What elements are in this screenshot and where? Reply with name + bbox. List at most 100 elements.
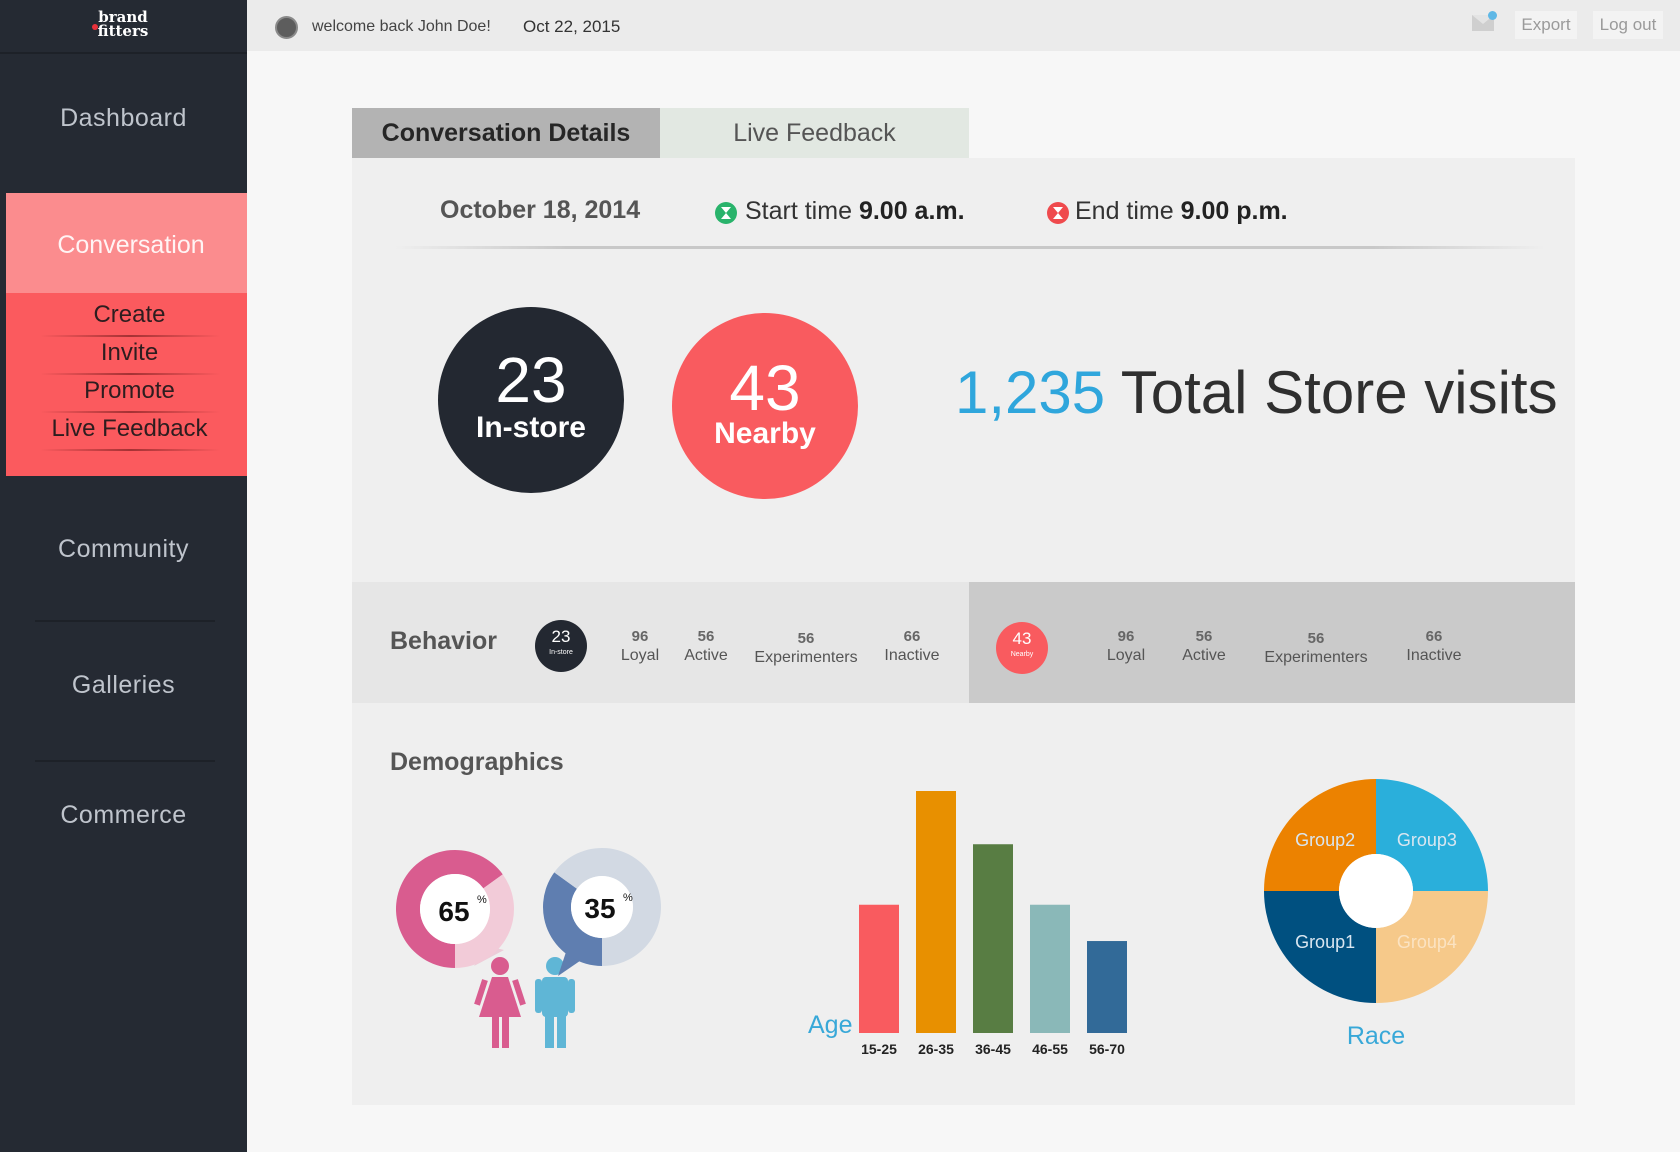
- submenu-divider: [40, 449, 220, 451]
- male-icon: [535, 957, 575, 1048]
- logo-dot-icon: [92, 24, 98, 30]
- stat-label: Inactive: [884, 647, 940, 664]
- panel-divider: [395, 246, 1545, 249]
- age-axis-label: Age: [808, 1011, 852, 1039]
- logo-line2: fitters: [97, 22, 149, 40]
- sidebar-item-community[interactable]: Community: [58, 535, 189, 563]
- submenu-divider: [40, 373, 220, 375]
- stat-value: 66: [903, 628, 921, 645]
- behavior-stat: 96 Loyal: [1096, 628, 1156, 665]
- export-button[interactable]: Export: [1515, 11, 1577, 39]
- behavior-nearby-label: Nearby: [1010, 651, 1034, 658]
- sidebar-divider: [0, 52, 247, 54]
- stat-label: Inactive: [1406, 647, 1462, 664]
- tab-conversation-details[interactable]: Conversation Details: [352, 108, 660, 158]
- behavior-instore-count: 23: [551, 627, 571, 646]
- conversation-date: October 18, 2014: [440, 196, 641, 224]
- submenu-divider: [40, 335, 220, 337]
- submenu-item-promote[interactable]: Promote: [84, 377, 175, 404]
- behavior-stat: 96 Loyal: [610, 628, 670, 665]
- instore-circle[interactable]: 23 In-store: [438, 307, 624, 493]
- end-time-value: 9.00 p.m.: [1180, 197, 1288, 225]
- instore-count: 23: [495, 344, 567, 416]
- notification-dot-icon: [1488, 11, 1497, 20]
- age-tick-label: 26-35: [918, 1041, 954, 1057]
- sidebar-item-commerce[interactable]: Commerce: [60, 801, 187, 829]
- stat-label: Loyal: [620, 647, 660, 664]
- sidebar-divider: [35, 760, 215, 762]
- welcome-text: welcome back John Doe!: [312, 18, 491, 35]
- start-time-label: Start time: [745, 197, 852, 225]
- stat-value: 56: [1307, 630, 1325, 647]
- hourglass-green-icon: [715, 202, 737, 224]
- brand-logo[interactable]: brand fitters: [88, 10, 158, 40]
- male-pie-center: [571, 876, 633, 938]
- submenu-item-live-feedback[interactable]: Live Feedback: [51, 415, 208, 442]
- race-axis-label: Race: [1347, 1022, 1405, 1050]
- demographics-title: Demographics: [390, 748, 564, 776]
- sidebar-item-galleries[interactable]: Galleries: [71, 671, 176, 699]
- submenu-divider: [40, 411, 220, 413]
- instore-label: In-store: [475, 411, 586, 444]
- header-date: Oct 22, 2015: [523, 17, 621, 36]
- race-slice: [1264, 779, 1376, 891]
- nearby-count: 43: [729, 352, 801, 424]
- race-slice: [1264, 891, 1376, 1003]
- age-tick-label: 56-70: [1089, 1041, 1125, 1057]
- stat-value: 56: [697, 628, 715, 645]
- race-slice-label: Group4: [1397, 932, 1457, 952]
- behavior-stat: 56 Active: [676, 628, 736, 665]
- behavior-nearby-badge[interactable]: 43 Nearby: [996, 622, 1048, 674]
- stat-value: 66: [1425, 628, 1443, 645]
- nearby-label: Nearby: [714, 417, 816, 450]
- conversation-submenu: Create Invite Promote Live Feedback: [6, 293, 247, 476]
- avatar[interactable]: [275, 16, 298, 39]
- tab-live-feedback[interactable]: Live Feedback: [660, 108, 969, 158]
- behavior-stat: 66 Inactive: [876, 628, 948, 665]
- logout-button[interactable]: Log out: [1593, 11, 1663, 39]
- end-time-label: End time: [1075, 197, 1174, 225]
- submenu-item-create[interactable]: Create: [93, 301, 166, 328]
- end-time: End time 9.00 p.m.: [1075, 197, 1288, 226]
- female-icon: [474, 957, 526, 1048]
- stat-value: 96: [1117, 628, 1135, 645]
- submenu-item-invite[interactable]: Invite: [100, 339, 159, 366]
- age-bar: [859, 904, 899, 1033]
- age-tick-label: 46-55: [1032, 1041, 1068, 1057]
- nearby-circle[interactable]: 43 Nearby: [672, 313, 858, 499]
- race-slice: [1376, 891, 1488, 1003]
- female-pie-slice: [455, 874, 515, 968]
- female-pie-center: [420, 874, 490, 944]
- behavior-stat: 56 Active: [1174, 628, 1234, 665]
- behavior-stat: 56 Experimenters: [748, 630, 864, 667]
- top-header: [247, 0, 1680, 51]
- male-pie-slice: [554, 848, 662, 966]
- age-tick-label: 36-45: [975, 1041, 1011, 1057]
- age-bar: [1087, 941, 1127, 1033]
- sidebar: brand fitters Dashboard Conversation Cre…: [0, 0, 247, 1152]
- mail-icon[interactable]: [1472, 15, 1494, 31]
- female-percent-value: 65: [438, 896, 469, 927]
- behavior-instore-badge[interactable]: 23 In-store: [535, 620, 587, 672]
- behavior-title: Behavior: [390, 627, 497, 655]
- race-slice-label: Group2: [1295, 830, 1355, 850]
- stat-value: 56: [797, 630, 815, 647]
- sidebar-item-conversation[interactable]: Conversation: [6, 193, 247, 293]
- male-pie-slice: [543, 872, 602, 966]
- male-percent-sign: %: [623, 892, 633, 904]
- total-store-visits: 1,235 Total Store visits: [955, 358, 1558, 427]
- stat-value: 56: [1195, 628, 1213, 645]
- age-bar: [1030, 904, 1070, 1033]
- sidebar-item-dashboard[interactable]: Dashboard: [60, 104, 187, 132]
- stat-label: Experimenters: [754, 649, 858, 666]
- race-center: [1339, 854, 1413, 928]
- age-tick-label: 15-25: [861, 1041, 897, 1057]
- total-visits-label: Total Store visits: [1120, 359, 1558, 426]
- behavior-stat: 56 Experimenters: [1258, 630, 1374, 667]
- age-bar: [916, 791, 956, 1033]
- hourglass-red-icon: [1047, 202, 1069, 224]
- behavior-nearby-strip: [969, 582, 1575, 703]
- race-slice-label: Group1: [1295, 932, 1355, 952]
- total-visits-value: 1,235: [955, 359, 1106, 426]
